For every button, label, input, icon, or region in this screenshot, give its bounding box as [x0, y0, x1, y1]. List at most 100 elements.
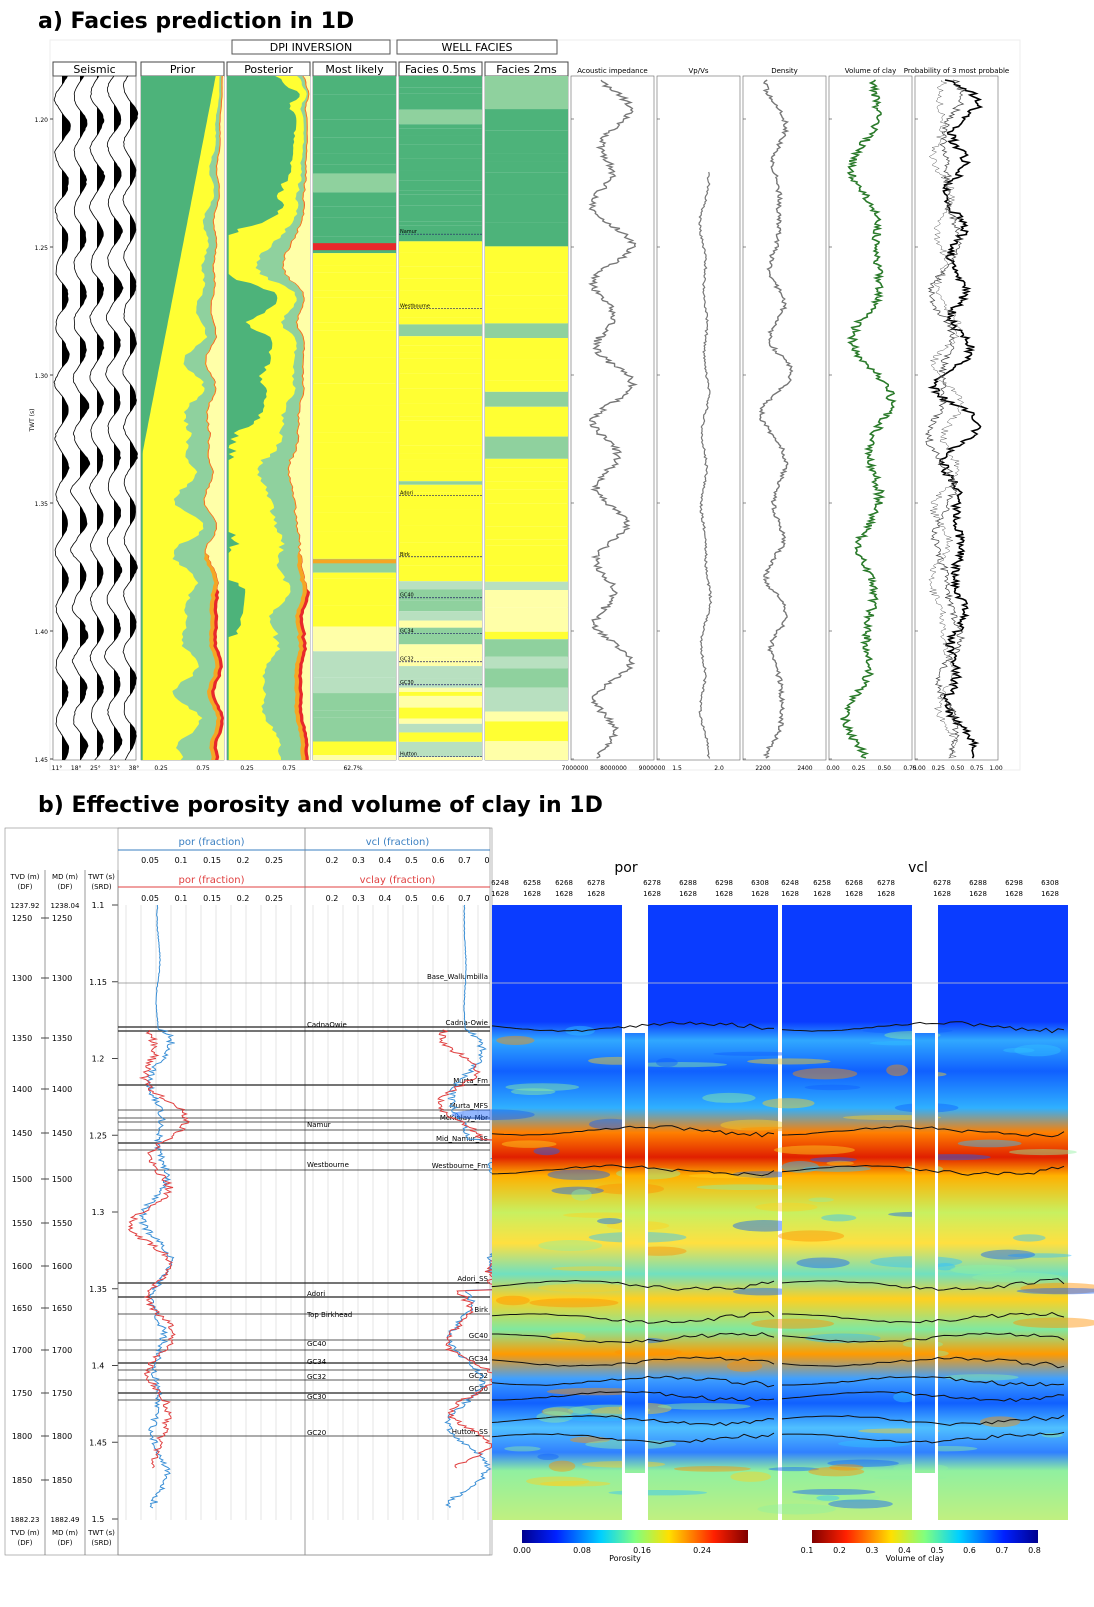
facies-block [399, 666, 482, 678]
y-tick-label: 1.35 [35, 501, 49, 508]
facies-block [399, 757, 482, 760]
section-texture [496, 1036, 534, 1045]
colorbar-tick: 0.8 [1028, 1546, 1041, 1555]
facies-block [399, 135, 482, 144]
horizon-label: Namur [400, 229, 418, 235]
facies-block [399, 581, 482, 589]
colorbar-tick: 0.3 [866, 1546, 879, 1555]
scale-label: 0.1 [175, 856, 188, 865]
track-frame [118, 828, 305, 1555]
section-texture [543, 1406, 592, 1415]
horizon-label: CadnaOwie [307, 1021, 347, 1029]
log-curve [926, 80, 964, 758]
facies-block [313, 432, 396, 442]
facies-block [399, 509, 482, 525]
depth-tick-label: 1650 [52, 1304, 72, 1313]
track-title: Prior [170, 63, 196, 76]
section-texture [886, 1064, 908, 1076]
section-texture [504, 1446, 540, 1451]
facies-block [399, 76, 482, 79]
colorbar-tick: 0.2 [833, 1546, 846, 1555]
figure: a) Facies prediction in 1D b) Effective … [0, 0, 1094, 1603]
depth-top: 1238.04 [51, 902, 80, 910]
scale-label: 0 [484, 894, 489, 903]
twt-tick-label: 1.3 [92, 1208, 105, 1217]
facies-block [399, 222, 482, 226]
horizon-label: GC40 [307, 1340, 326, 1348]
facies-block [399, 388, 482, 403]
facies-block [399, 471, 482, 481]
section-texture [762, 1098, 814, 1108]
facies-block [485, 639, 568, 657]
section-texture [451, 1109, 534, 1120]
trace-label: 6308 [1041, 879, 1059, 887]
depth-tick-label: 1750 [12, 1389, 32, 1398]
facies-block [485, 153, 568, 162]
trace-label: 6298 [715, 879, 733, 887]
scale-label: 0.2 [237, 856, 250, 865]
section-texture [1013, 1234, 1046, 1241]
trace-label: 1628 [555, 890, 573, 898]
trace-label: 6308 [751, 879, 769, 887]
log-curve [129, 1030, 189, 1468]
facies-block [485, 109, 568, 131]
horizon-label: Adori [400, 490, 413, 496]
horizon-label: Westbourne [400, 303, 430, 309]
y-tick-label: 1.30 [35, 373, 49, 380]
x-tick-label: 2400 [797, 765, 812, 772]
horizon-label: Cadna-Owie [445, 1019, 488, 1027]
x-tick-label: 11° [52, 765, 63, 772]
x-tick-label: 0.00 [826, 765, 840, 772]
log-curve [699, 172, 711, 759]
section-texture [529, 1298, 618, 1307]
y-tick-label: 1.45 [35, 757, 49, 764]
facies-block [313, 272, 396, 291]
section-texture [828, 1499, 893, 1508]
x-tick-label: 2.0 [714, 765, 724, 772]
depth-tick-label: 1250 [12, 914, 32, 923]
section-texture [1014, 1044, 1061, 1056]
section-texture [808, 1467, 864, 1476]
twt-tick-label: 1.1 [92, 901, 105, 910]
facies-block [399, 542, 482, 550]
section-texture [689, 1173, 767, 1178]
facies-block [313, 243, 396, 250]
facies-block [399, 94, 482, 98]
horizon-label: Westbourne [307, 1161, 349, 1169]
log-curve [841, 80, 895, 758]
colorbar [522, 1530, 748, 1543]
scale-label: 0.15 [203, 894, 221, 903]
section-texture [697, 1184, 792, 1190]
facies-block [485, 246, 568, 256]
x-tick-label: 0.25 [240, 765, 254, 772]
facies-block [485, 195, 568, 223]
trace-label: 1628 [679, 890, 697, 898]
column-footer: MD (m) [52, 1529, 78, 1537]
facies-block [399, 318, 482, 325]
facies-block [313, 358, 396, 384]
section-texture [502, 1140, 557, 1148]
section-texture [981, 1250, 1035, 1260]
trace-label: 6278 [643, 879, 661, 887]
depth-tick-label: 1700 [12, 1346, 32, 1355]
x-tick-label: 62.7% [343, 765, 362, 772]
facies-block [399, 481, 482, 485]
scale-label: 0.05 [141, 894, 159, 903]
colorbar-tick: 0.00 [513, 1546, 531, 1555]
facies-block [399, 358, 482, 374]
facies-block [485, 481, 568, 489]
facies-block [313, 137, 396, 153]
facies-block [485, 741, 568, 760]
trace-label: 6258 [523, 879, 541, 887]
depth-tick-label: 1700 [52, 1346, 72, 1355]
column-header: (SRD) [91, 883, 111, 891]
trace-label: 6298 [1005, 879, 1023, 887]
horizon-label: Base_Wallumbilla [427, 973, 488, 981]
section-texture [838, 1440, 910, 1448]
facies-block [485, 539, 568, 545]
track-frame [743, 76, 826, 760]
horizon-label: GC40 [400, 593, 414, 599]
twt-tick-label: 1.4 [92, 1362, 105, 1371]
facies-block [399, 124, 482, 129]
section-texture [534, 1147, 560, 1155]
